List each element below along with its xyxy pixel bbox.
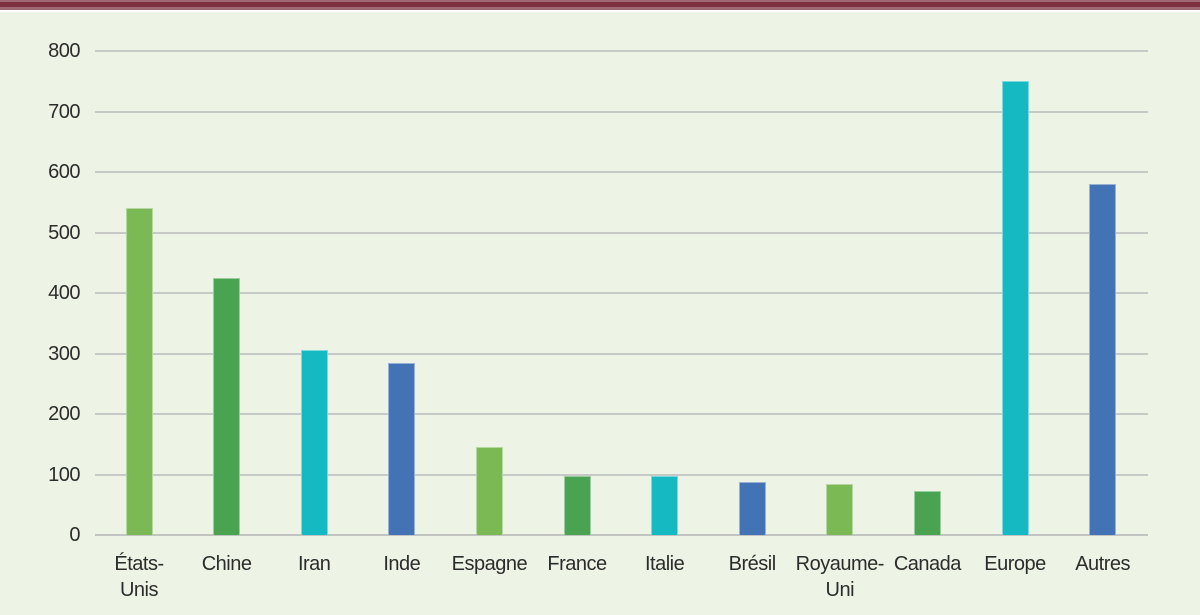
- bar-europe: [1001, 81, 1029, 535]
- x-category-label: Espagne: [451, 553, 528, 575]
- gridline: [95, 413, 1148, 415]
- gridline: [95, 352, 1148, 355]
- gridline: [95, 171, 1148, 173]
- bar-espagne: [475, 447, 503, 535]
- y-tick-label: 100: [48, 463, 80, 486]
- bar-chine: [213, 277, 241, 535]
- x-category-label: Canada: [893, 553, 962, 575]
- y-tick-label: 500: [48, 221, 80, 244]
- gridline: [95, 292, 1148, 294]
- y-tick-label: 700: [48, 100, 80, 123]
- x-category-label: Inde: [383, 553, 421, 575]
- x-category-label: Brésil: [728, 553, 777, 575]
- bar-iran: [300, 350, 328, 535]
- bar-royaume--uni: [826, 484, 854, 535]
- bar-canada: [913, 491, 941, 535]
- x-category-label: Autres: [1075, 553, 1130, 575]
- gridline: [95, 473, 1148, 476]
- bar-france: [563, 476, 591, 535]
- x-category-label: Europe: [984, 553, 1046, 575]
- x-category-label: États- Unis: [114, 553, 164, 601]
- bar-inde: [388, 362, 416, 535]
- y-tick-label: 400: [48, 282, 80, 304]
- gridline: [95, 231, 1148, 234]
- top-rule: [0, 0, 1200, 10]
- gridline: [95, 110, 1148, 113]
- baseline-gridline: [95, 534, 1148, 536]
- plot-area: 0 100 200 300 400 500 600 700 800 États- Unis Chin…: [48, 40, 1148, 601]
- bar-états--unis: [125, 208, 153, 535]
- y-tick-label: 200: [48, 403, 80, 425]
- y-tick-label: 600: [48, 161, 80, 183]
- x-category-label: Chine: [201, 553, 252, 575]
- x-category-label: Iran: [297, 553, 331, 575]
- bar-brésil: [738, 481, 766, 535]
- bar-autres: [1089, 184, 1117, 535]
- y-tick-label: 800: [48, 40, 80, 62]
- x-category-label: Royaume- Uni: [795, 553, 885, 601]
- gridline: [95, 50, 1148, 52]
- x-category-label: Italie: [644, 553, 685, 575]
- bar-italie: [651, 476, 679, 535]
- y-tick-label: 0: [69, 524, 80, 546]
- chart-panel: 0 100 200 300 400 500 600 700 800 États- Unis Chin…: [0, 12, 1200, 615]
- x-category-label: France: [547, 553, 607, 575]
- y-tick-label: 300: [48, 342, 80, 365]
